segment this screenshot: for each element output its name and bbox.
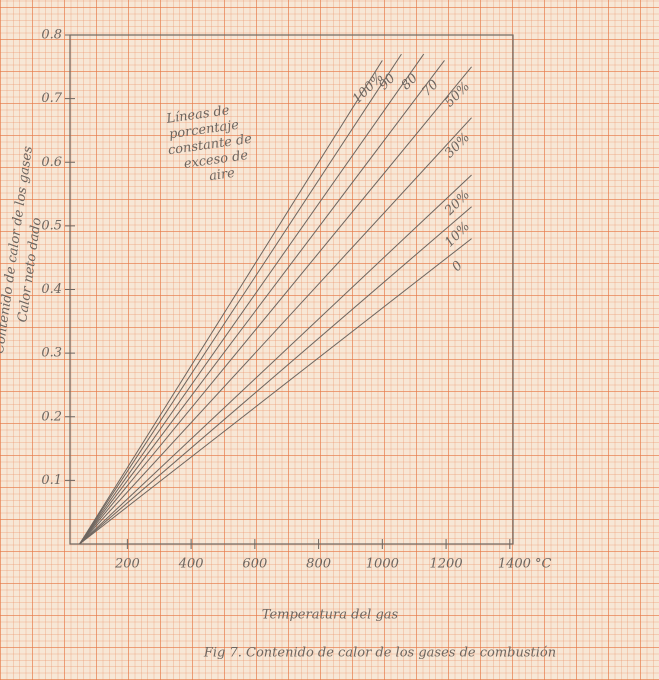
annotation: aire — [208, 166, 236, 184]
y-tick-label: 0.3 — [41, 346, 62, 361]
y-tick-label: 0.8 — [41, 28, 62, 43]
x-tick-label: 800 — [306, 557, 331, 572]
y-tick-label: 0.2 — [41, 409, 62, 424]
series-line — [79, 60, 445, 545]
x-tick-label: 400 — [178, 557, 204, 572]
x-tick-label: 600 — [242, 557, 267, 572]
chart-title: Fig 7. Contenido de calor de los gases d… — [203, 646, 556, 661]
x-tick-label: 200 — [114, 557, 140, 572]
series-line — [79, 206, 472, 545]
y-tick-label: 0.6 — [41, 155, 62, 170]
line-label: 50% — [442, 79, 473, 110]
series-line — [79, 238, 472, 545]
series-line — [79, 174, 472, 545]
y-tick-label: 0.1 — [41, 473, 62, 488]
line-label: 80 — [399, 71, 421, 93]
series-line — [79, 53, 402, 545]
x-tick-label: 1200 — [430, 557, 463, 572]
line-label: 0 — [449, 258, 465, 274]
line-label: 30% — [442, 130, 473, 161]
x-axis-label: Temperatura del gas — [262, 608, 399, 623]
plot-frame — [69, 34, 514, 545]
y-tick-label: 0.7 — [41, 91, 62, 106]
x-tick-label: 1400 °C — [498, 557, 552, 572]
y-tick-label: 0.4 — [41, 282, 62, 297]
x-tick-label: 1000 — [366, 557, 399, 572]
y-tick-label: 0.5 — [41, 218, 62, 233]
series-line — [79, 66, 472, 545]
series-line — [79, 117, 472, 545]
line-label: 10% — [442, 219, 473, 250]
series-line — [79, 60, 383, 545]
line-label: 20% — [441, 187, 473, 219]
series-line — [79, 53, 425, 545]
line-label: 70 — [419, 77, 441, 99]
